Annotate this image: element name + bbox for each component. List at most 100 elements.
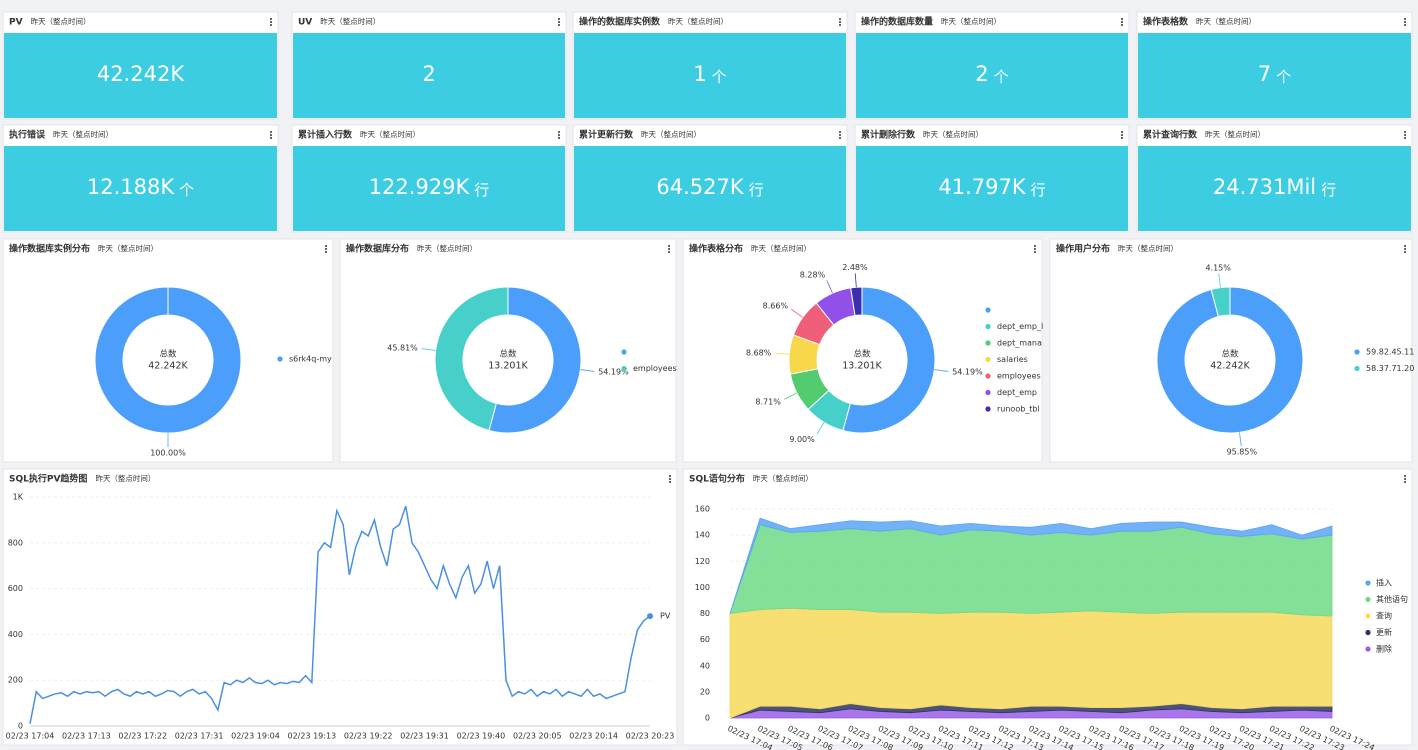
legend-dot xyxy=(621,365,627,372)
more-menu[interactable] xyxy=(1404,475,1406,483)
panel-subtitle: 昨天（整点时间） xyxy=(941,16,1001,26)
panel-subtitle: 昨天（整点时间） xyxy=(1118,243,1178,253)
donut-slice xyxy=(488,286,582,434)
card-body xyxy=(856,33,1128,118)
panel-subtitle: 昨天（整点时间） xyxy=(31,16,91,26)
panel-title: SQL语句分布 xyxy=(689,473,745,485)
more-menu[interactable] xyxy=(558,131,560,139)
donut-slice xyxy=(94,286,242,434)
center-value: 42.242K xyxy=(1210,361,1250,372)
menu-dot xyxy=(839,137,841,139)
more-menu[interactable] xyxy=(270,18,272,26)
more-menu[interactable] xyxy=(1404,18,1406,26)
center-value: 13.201K xyxy=(842,361,882,372)
leader-line xyxy=(816,422,825,435)
center-label: 总数 xyxy=(499,349,517,360)
y-tick-label: 120 xyxy=(695,557,710,566)
panel-title: 操作的数据库数量 xyxy=(861,16,933,28)
legend-dot xyxy=(1365,646,1371,652)
slice-label: 9.00% xyxy=(789,435,815,444)
menu-dot xyxy=(668,245,670,247)
donut-slice xyxy=(434,286,509,432)
y-tick-label: 1K xyxy=(13,493,24,502)
leader-line xyxy=(1218,273,1221,288)
chart-panel xyxy=(2,468,678,746)
more-menu[interactable] xyxy=(1121,18,1123,26)
menu-dot xyxy=(558,18,560,20)
unit: 个 xyxy=(1276,68,1291,86)
card-value: 2 xyxy=(422,62,435,86)
menu-dot xyxy=(1121,24,1123,26)
card-body xyxy=(4,33,277,118)
legend-dot xyxy=(985,373,991,379)
card-value: 24.731Mil 行 xyxy=(1213,175,1336,199)
panel-title: 操作用户分布 xyxy=(1056,243,1110,255)
menu-dot xyxy=(1121,137,1123,139)
x-tick-label: 02/23 19:31 xyxy=(400,732,449,741)
card-value: 64.527K 行 xyxy=(656,175,763,199)
menu-dot xyxy=(1404,478,1406,480)
value: 122.929K xyxy=(369,175,471,199)
center-label: 总数 xyxy=(1221,349,1239,360)
value: 7 xyxy=(1258,62,1271,86)
more-menu[interactable] xyxy=(668,245,670,253)
more-menu[interactable] xyxy=(558,18,560,26)
leader-line xyxy=(784,392,798,400)
panel-subtitle: 昨天（整点时间） xyxy=(320,16,380,26)
menu-dot xyxy=(1121,21,1123,23)
more-menu[interactable] xyxy=(839,131,841,139)
panel-title: 操作表格分布 xyxy=(689,243,743,255)
legend-label: 59.82.45.11 xyxy=(1366,348,1414,357)
more-menu[interactable] xyxy=(325,245,327,253)
menu-dot xyxy=(1034,251,1036,253)
more-menu[interactable] xyxy=(839,18,841,26)
area-series xyxy=(729,607,1333,719)
x-tick-label: 02/23 19:04 xyxy=(231,732,280,741)
leader-line xyxy=(934,369,949,372)
legend-dot xyxy=(985,406,991,412)
legend-dot xyxy=(1365,596,1371,603)
more-menu[interactable] xyxy=(1121,131,1123,139)
leader-line xyxy=(421,348,436,351)
leader-line xyxy=(580,369,595,372)
more-menu[interactable] xyxy=(669,475,671,483)
more-menu[interactable] xyxy=(1404,131,1406,139)
unit: 行 xyxy=(474,181,489,199)
x-tick-label: 02/23 20:23 xyxy=(626,732,675,741)
legend-label: 插入 xyxy=(1376,578,1392,588)
y-tick-label: 400 xyxy=(8,630,23,639)
panel-title: 累计插入行数 xyxy=(298,129,353,141)
menu-dot xyxy=(1034,248,1036,250)
panel-title: 累计删除行数 xyxy=(861,129,916,141)
x-tick-label: 02/23 19:40 xyxy=(457,732,506,741)
panel-title: SQL执行PV趋势图 xyxy=(9,473,87,485)
y-tick-label: 100 xyxy=(695,583,710,592)
more-menu[interactable] xyxy=(1404,245,1406,253)
menu-dot xyxy=(325,245,327,247)
slice-label: 54.19% xyxy=(952,368,983,377)
panel-subtitle: 昨天（整点时间） xyxy=(95,473,155,483)
slice-label: 2.48% xyxy=(842,263,868,272)
more-menu[interactable] xyxy=(1034,245,1036,253)
panel-subtitle: 昨天（整点时间） xyxy=(98,243,158,253)
menu-dot xyxy=(270,18,272,20)
menu-dot xyxy=(558,131,560,133)
value: 1 xyxy=(693,62,706,86)
panel-subtitle: 昨天（整点时间） xyxy=(417,243,477,253)
leader-line xyxy=(826,280,833,294)
slice-label: 95.85% xyxy=(1227,448,1258,457)
more-menu[interactable] xyxy=(270,131,272,139)
card-body xyxy=(1138,146,1411,231)
y-tick-label: 20 xyxy=(700,687,710,696)
card-body xyxy=(293,146,565,231)
panel-subtitle: 昨天（整点时间） xyxy=(1196,16,1256,26)
menu-dot xyxy=(1404,475,1406,477)
legend-dot xyxy=(985,323,991,330)
legend-label: 查询 xyxy=(1376,611,1392,621)
slice-label: 8.68% xyxy=(746,348,772,357)
menu-dot xyxy=(1404,21,1406,23)
value: 12.188K xyxy=(87,175,175,199)
x-tick-label: 02/23 17:22 xyxy=(118,732,167,741)
value: 2 xyxy=(975,62,988,86)
menu-dot xyxy=(839,21,841,23)
